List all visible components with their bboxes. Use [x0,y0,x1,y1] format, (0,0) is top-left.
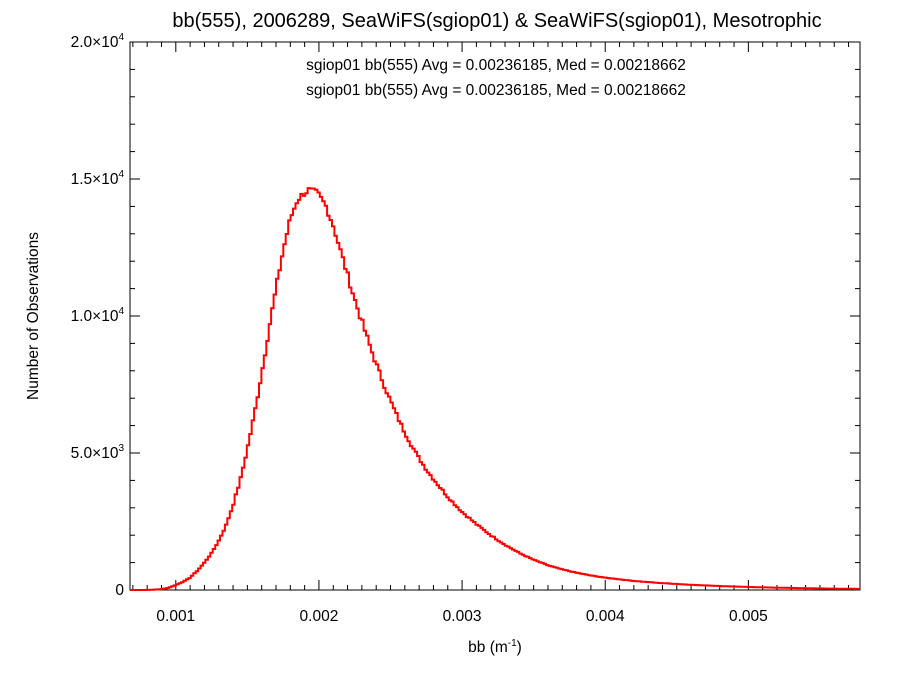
y-tick-label: 2.0×104 [71,32,125,51]
x-axis-label-superscript: -1 [508,638,517,649]
x-axis-ticks: 0.001 0.002 0.003 0.004 0.005 [132,42,850,625]
y-tick-label-mantissa: 0 [115,582,124,599]
y-tick-label: 1.0×104 [71,306,125,325]
annotations: sgiop01 bb(555) Avg = 0.00236185, Med = … [306,57,686,99]
annotation-red-stats: sgiop01 bb(555) Avg = 0.00236185, Med = … [306,82,686,99]
x-tick-label: 0.001 [156,608,195,625]
chart-title: bb(555), 2006289, SeaWiFS(sgiop01) & Sea… [172,10,821,32]
y-tick-label-exponent: 4 [118,306,124,317]
annotation-black-stats: sgiop01 bb(555) Avg = 0.00236185, Med = … [306,57,686,74]
x-axis-label-base: bb (m [468,639,508,656]
x-tick-label: 0.004 [586,608,625,625]
x-tick-label: 0.003 [443,608,482,625]
y-tick-label-mantissa: 1.0×10 [71,308,119,325]
plot-area: 0.001 0.002 0.003 0.004 0.005 0 5.0×103 1.0×10… [71,32,861,625]
y-tick-label: 5.0×103 [71,443,125,462]
y-tick-label-exponent: 3 [118,443,124,454]
x-tick-label: 0.002 [300,608,339,625]
x-axis-label: bb (m-1) [468,638,522,656]
y-tick-label-exponent: 4 [118,169,124,180]
y-tick-label-mantissa: 1.5×10 [71,171,119,188]
y-axis-label: Number of Observations [25,232,42,400]
y-tick-label: 0 [115,582,124,599]
series-line-sgiop01 [130,187,860,591]
y-tick-label: 1.5×104 [71,169,125,188]
x-axis-label-close: ) [517,639,522,656]
plot-frame [129,41,861,591]
y-tick-label-exponent: 4 [118,32,124,43]
x-tick-label: 0.005 [729,608,768,625]
y-tick-label-mantissa: 5.0×10 [71,445,119,462]
y-tick-label-mantissa: 2.0×10 [71,34,119,51]
